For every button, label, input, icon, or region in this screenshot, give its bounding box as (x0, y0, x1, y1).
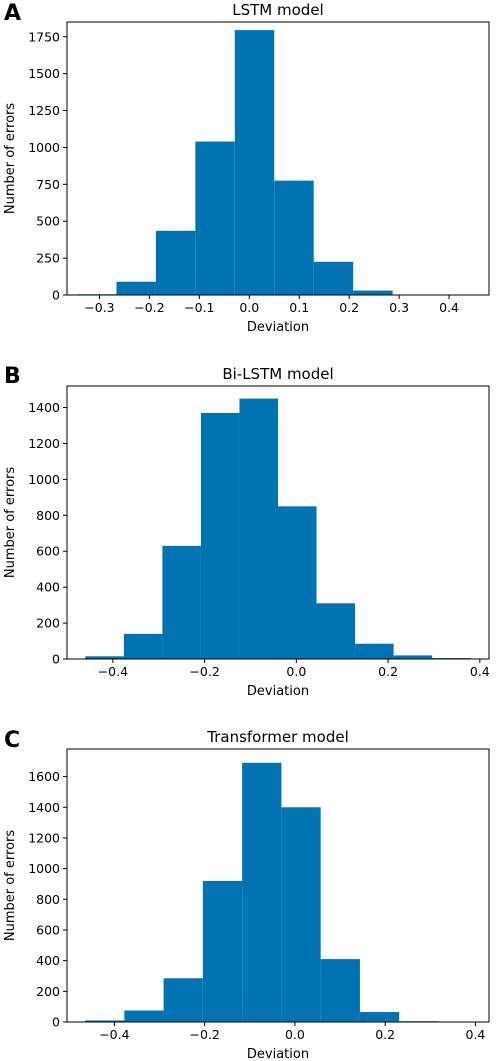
y-tick-label: 1750 (28, 29, 60, 44)
x-tick-label: 0.2 (378, 664, 398, 679)
y-tick-label: 1000 (28, 140, 60, 155)
y-tick-label: 800 (36, 892, 60, 907)
histogram-bar (155, 230, 196, 295)
x-tick-label: −0.3 (84, 300, 114, 315)
y-tick-label: 500 (36, 214, 60, 229)
x-axis-label: Deviation (247, 684, 309, 699)
histogram-bar (162, 545, 201, 659)
chart-panel-b: B Bi-LSTM model −0.4 −0.2 0.0 0.2 0.4 0 200 400 60… (3, 364, 490, 699)
x-tick-label: 0.0 (239, 300, 259, 315)
histogram-bar (200, 412, 240, 659)
histogram-bar (320, 959, 360, 1022)
histogram-bar (313, 261, 354, 295)
histogram-bar (195, 141, 235, 295)
x-axis-label: Deviation (247, 320, 309, 335)
histogram-bar (316, 603, 356, 659)
y-axis-label: Number of errors (3, 830, 18, 941)
x-axis-label: Deviation (247, 1047, 309, 1061)
y-tick-label: 1500 (28, 66, 60, 81)
histogram-bar (242, 762, 282, 1022)
x-tick-label: 0.3 (389, 300, 409, 315)
x-tick-label: 0.4 (470, 664, 490, 679)
y-tick-label: 1400 (28, 400, 60, 415)
chart-panel-a: A LSTM model −0.3 −0.2 −0.1 0.0 0.1 0.2 0.3 0.4 0 2… (3, 1, 490, 335)
y-tick-label: 400 (36, 580, 60, 595)
histogram-bar (202, 880, 243, 1022)
histogram-bar (239, 398, 278, 659)
histogram-bar (234, 30, 275, 296)
chart-title: Bi-LSTM model (222, 365, 333, 383)
x-tick-label: 0.0 (286, 664, 306, 679)
plot-frame (66, 748, 490, 1023)
chart-title: Transformer model (206, 728, 348, 746)
panel-letter: C (4, 728, 20, 753)
y-tick-label: 1250 (28, 103, 60, 118)
x-tick-label: 0.0 (285, 1027, 305, 1042)
x-tick-label: 0.4 (439, 300, 459, 315)
y-tick-label: 200 (36, 984, 60, 999)
histogram-bar (355, 643, 394, 659)
histogram-bar (281, 807, 321, 1022)
y-tick-label: 600 (36, 544, 60, 559)
x-tick-label: 0.4 (466, 1027, 486, 1042)
plot-frame (66, 385, 490, 660)
histogram-bar (353, 290, 393, 295)
x-tick-label: −0.2 (134, 300, 164, 315)
x-tick-label: −0.2 (189, 664, 219, 679)
panel-letter: B (4, 364, 21, 389)
y-tick-label: 1200 (28, 830, 60, 845)
histogram-bar (278, 506, 317, 659)
y-tick-label: 1400 (28, 800, 60, 815)
y-tick-label: 1200 (28, 436, 60, 451)
y-axis-label: Number of errors (3, 467, 18, 578)
y-tick-label: 0 (52, 288, 60, 303)
x-tick-label: −0.4 (98, 664, 128, 679)
histogram-bar (393, 655, 433, 659)
histogram-bar (124, 1010, 164, 1022)
y-axis-label: Number of errors (3, 103, 18, 214)
histogram-bar (274, 180, 314, 295)
histogram-bar (359, 1012, 400, 1022)
y-tick-label: 0 (52, 652, 60, 667)
histogram-bar (85, 1020, 125, 1022)
y-tick-label: 200 (36, 616, 60, 631)
y-tick-label: 1000 (28, 472, 60, 487)
histogram-bar (123, 633, 163, 659)
x-tick-label: 0.1 (289, 300, 309, 315)
x-tick-label: 0.2 (375, 1027, 395, 1042)
y-tick-label: 0 (52, 1015, 60, 1030)
chart-title: LSTM model (232, 1, 323, 19)
y-tick-label: 750 (36, 177, 60, 192)
chart-panel-c: C Transformer model −0.4 −0.2 0.0 0.2 0.4 0 200 4… (3, 728, 490, 1061)
y-tick-label: 400 (36, 953, 60, 968)
panel-letter: A (4, 1, 21, 26)
histogram-bar (163, 978, 203, 1022)
x-tick-label: −0.2 (189, 1027, 219, 1042)
y-tick-label: 1600 (28, 769, 60, 784)
x-tick-label: 0.2 (339, 300, 359, 315)
x-tick-label: −0.1 (184, 300, 214, 315)
x-tick-label: −0.4 (99, 1027, 129, 1042)
y-tick-label: 800 (36, 508, 60, 523)
y-tick-label: 1000 (28, 861, 60, 876)
histogram-bar (85, 656, 124, 659)
y-tick-label: 250 (36, 251, 60, 266)
y-tick-label: 600 (36, 922, 60, 937)
histogram-bar (116, 281, 156, 295)
plot-frame (66, 21, 490, 296)
